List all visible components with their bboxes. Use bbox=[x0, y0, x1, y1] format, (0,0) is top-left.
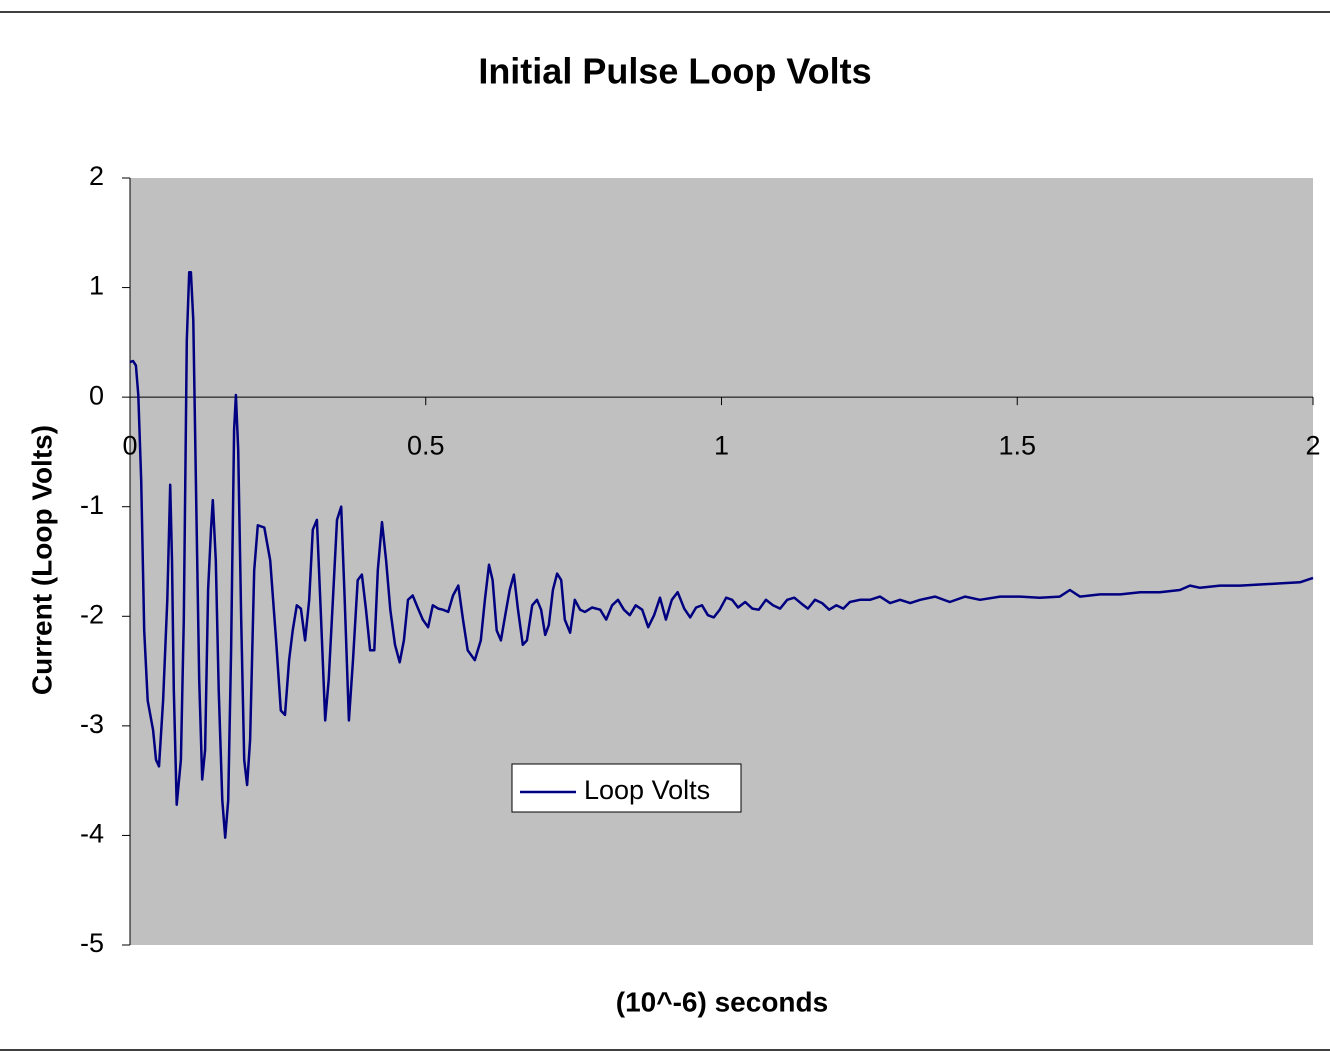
y-tick-label: -5 bbox=[80, 928, 104, 958]
x-tick-label: 2 bbox=[1305, 430, 1320, 460]
x-tick-label: 1.5 bbox=[998, 430, 1036, 460]
chart-title: Initial Pulse Loop Volts bbox=[478, 51, 871, 92]
x-tick-label: 0 bbox=[122, 430, 137, 460]
data-line bbox=[129, 270, 1314, 839]
y-tick-label: 1 bbox=[89, 271, 104, 301]
plot-area bbox=[130, 178, 1313, 945]
y-tick-label: -4 bbox=[80, 819, 104, 849]
y-tick-label: -2 bbox=[80, 599, 104, 629]
x-tick-label: 1 bbox=[714, 430, 729, 460]
legend-box bbox=[511, 763, 742, 813]
x-tick-label: 0.5 bbox=[407, 430, 445, 460]
y-tick-label: 0 bbox=[89, 380, 104, 410]
y-axis-title: Current (Loop Volts) bbox=[26, 425, 57, 695]
y-tick-label: -3 bbox=[80, 709, 104, 739]
legend-label: Loop Volts bbox=[584, 775, 710, 805]
y-tick-label: -1 bbox=[80, 490, 104, 520]
y-tick-label: 2 bbox=[89, 161, 104, 191]
x-axis-title: (10^-6) seconds bbox=[616, 986, 828, 1017]
